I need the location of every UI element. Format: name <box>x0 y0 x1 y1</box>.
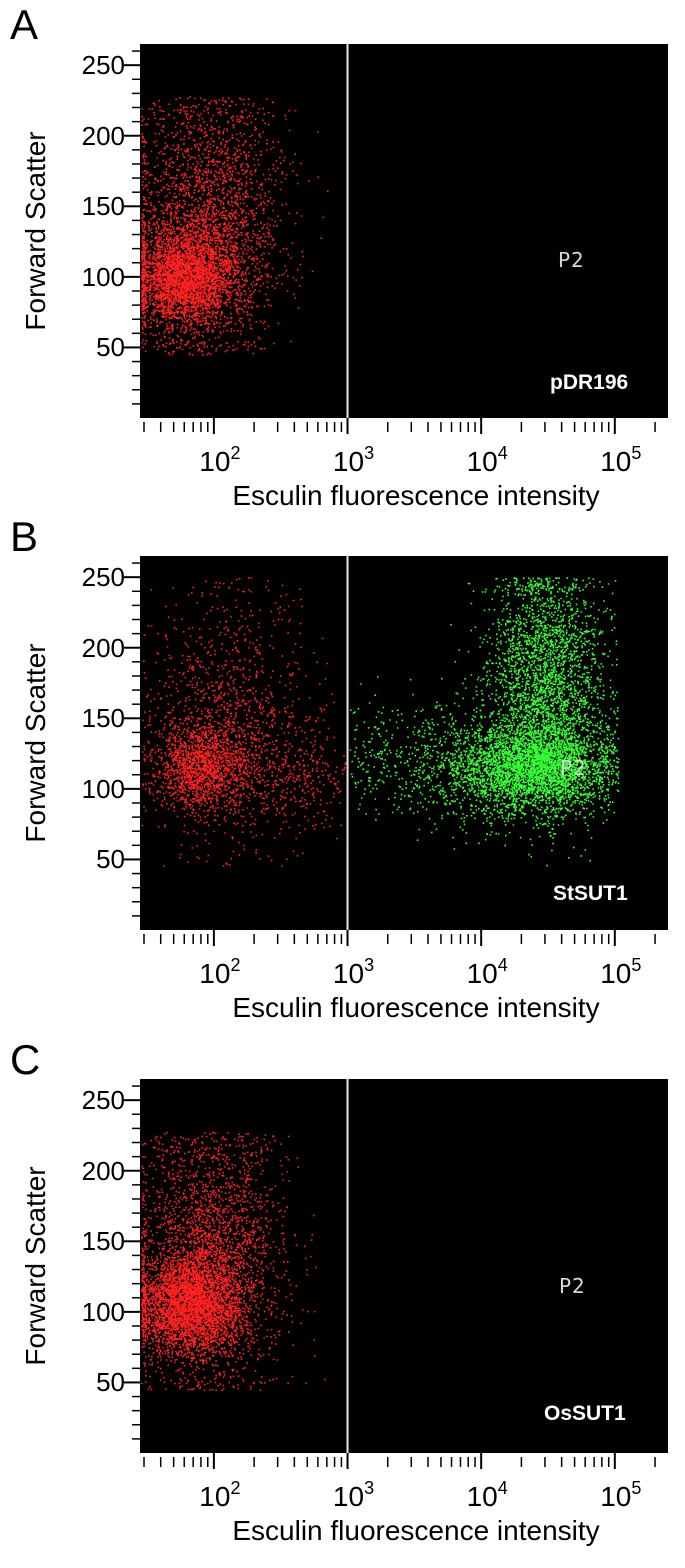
plot-area: P2 OsSUT1 <box>140 1079 668 1453</box>
plot-area: P2 StSUT1 <box>140 556 668 930</box>
scatter-points <box>383 683 620 859</box>
sample-label: OsSUT1 <box>544 1402 626 1425</box>
cluster-outside <box>141 196 274 356</box>
cluster-outside <box>141 577 335 867</box>
x-tick-label: 104 <box>466 955 508 989</box>
x-tick-label: 104 <box>466 443 508 477</box>
y-axis-label: Forward Scatter <box>20 1166 51 1366</box>
panel-letter: A <box>10 1 39 48</box>
cluster-inside <box>383 683 620 859</box>
x-axis-label: Esculin fluorescence intensity <box>232 992 600 1023</box>
x-tick-label: 105 <box>600 443 642 477</box>
y-tick-label: 50 <box>96 1367 125 1398</box>
x-tick-label: 102 <box>199 955 241 989</box>
y-tick-label: 200 <box>81 632 125 663</box>
scatter-points <box>141 1199 290 1391</box>
gate-label: P2 <box>560 756 587 780</box>
scatter-points <box>141 1131 326 1392</box>
scatter-plot <box>141 44 349 418</box>
panel-letter: B <box>10 513 39 560</box>
gate-label: P2 <box>559 1274 586 1298</box>
scatter-plot <box>141 556 620 930</box>
x-tick-label: 102 <box>199 1478 241 1512</box>
x-tick-label: 105 <box>600 1478 642 1512</box>
sample-label: pDR196 <box>550 371 629 394</box>
y-tick-label: 150 <box>81 703 125 734</box>
cluster-inside <box>440 577 619 867</box>
cluster-outside <box>141 1199 290 1391</box>
scatter-points <box>141 196 274 356</box>
y-tick-label: 200 <box>81 120 125 151</box>
panel-b: B P2 StSUT1 Forward Scatter Esculin fluo… <box>0 512 685 1034</box>
y-tick-label: 100 <box>81 1296 125 1327</box>
scatter-points <box>440 577 619 867</box>
scatter-points <box>141 577 335 867</box>
x-tick-label: 104 <box>466 1478 508 1512</box>
y-tick-label: 50 <box>96 844 125 875</box>
x-axis-label: Esculin fluorescence intensity <box>232 480 600 511</box>
y-tick-label: 250 <box>81 50 125 81</box>
scatter-plot <box>141 1079 349 1453</box>
axes <box>124 1085 656 1469</box>
y-axis-label: Forward Scatter <box>20 131 51 331</box>
cluster-outside <box>141 697 275 828</box>
plot-area: P2 pDR196 <box>140 44 668 418</box>
axes <box>124 50 656 434</box>
cluster-outside <box>141 96 329 356</box>
axes <box>124 562 656 946</box>
y-tick-label: 250 <box>81 562 125 593</box>
x-axis-label: Esculin fluorescence intensity <box>232 1515 600 1546</box>
y-axis-label: Forward Scatter <box>20 643 51 843</box>
x-tick-label: 103 <box>332 955 375 989</box>
sample-label: StSUT1 <box>553 882 628 905</box>
x-tick-label: 103 <box>332 1478 375 1512</box>
panel-a: A P2 pDR196 Forward Scatter Esculin fluo… <box>0 0 685 522</box>
y-tick-label: 250 <box>81 1085 125 1116</box>
y-tick-label: 50 <box>96 332 125 363</box>
y-tick-label: 200 <box>81 1155 125 1186</box>
y-tick-label: 100 <box>81 773 125 804</box>
scatter-points <box>141 697 275 828</box>
scatter-points <box>141 96 329 356</box>
panel-letter: C <box>10 1036 41 1083</box>
y-tick-label: 150 <box>81 191 125 222</box>
gate-label: P2 <box>558 248 585 272</box>
x-tick-label: 102 <box>199 443 241 477</box>
x-tick-label: 105 <box>600 955 642 989</box>
panel-c: C P2 OsSUT1 Forward Scatter Esculin fluo… <box>0 1035 685 1557</box>
y-tick-label: 150 <box>81 1226 125 1257</box>
cluster-outside <box>141 1131 326 1392</box>
x-tick-label: 103 <box>332 443 375 477</box>
y-tick-label: 100 <box>81 261 125 292</box>
